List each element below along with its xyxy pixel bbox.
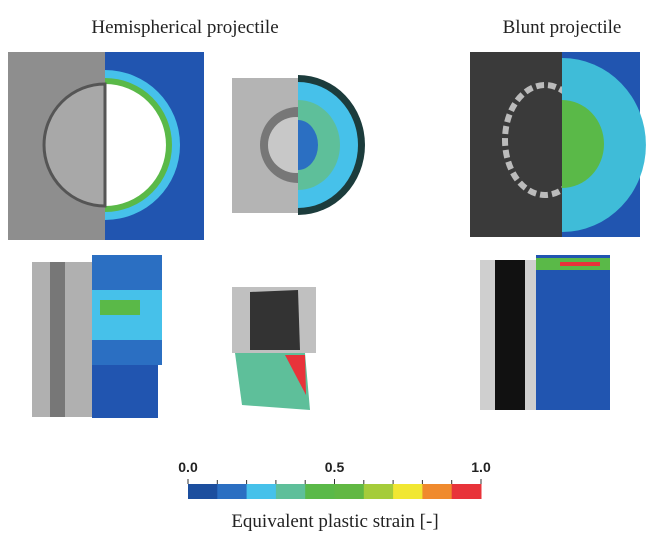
colorbar-tick-label: 0.0: [178, 459, 198, 475]
plate-image: [232, 75, 365, 215]
figure: Hemispherical projectile Blunt projectil…: [0, 0, 650, 540]
colorbar-segment: [364, 484, 394, 499]
projectile-image: [32, 255, 162, 418]
colorbar-tick-label: 1.0: [471, 459, 491, 475]
colorbar-label: Equivalent plastic strain [-]: [231, 511, 438, 532]
colorbar-segment: [247, 484, 277, 499]
projectile-image: [480, 255, 610, 410]
panel-title: Blunt projectile: [503, 17, 622, 38]
projectile-image: [232, 287, 316, 410]
plate-image: [470, 52, 646, 237]
page: Hemispherical projectile Blunt projectil…: [0, 0, 650, 540]
colorbar-segment: [217, 484, 247, 499]
colorbar-segment: [452, 484, 482, 499]
panel-title: Hemispherical projectile: [91, 17, 278, 38]
colorbar-tick-label: 0.5: [325, 459, 345, 475]
colorbar-segment: [422, 484, 452, 499]
colorbar-segment: [335, 484, 365, 499]
colorbar-segment: [276, 484, 306, 499]
colorbar-segment: [305, 484, 335, 499]
colorbar-segment: [393, 484, 423, 499]
colorbar-segment: [188, 484, 218, 499]
plate-image: [8, 52, 204, 240]
